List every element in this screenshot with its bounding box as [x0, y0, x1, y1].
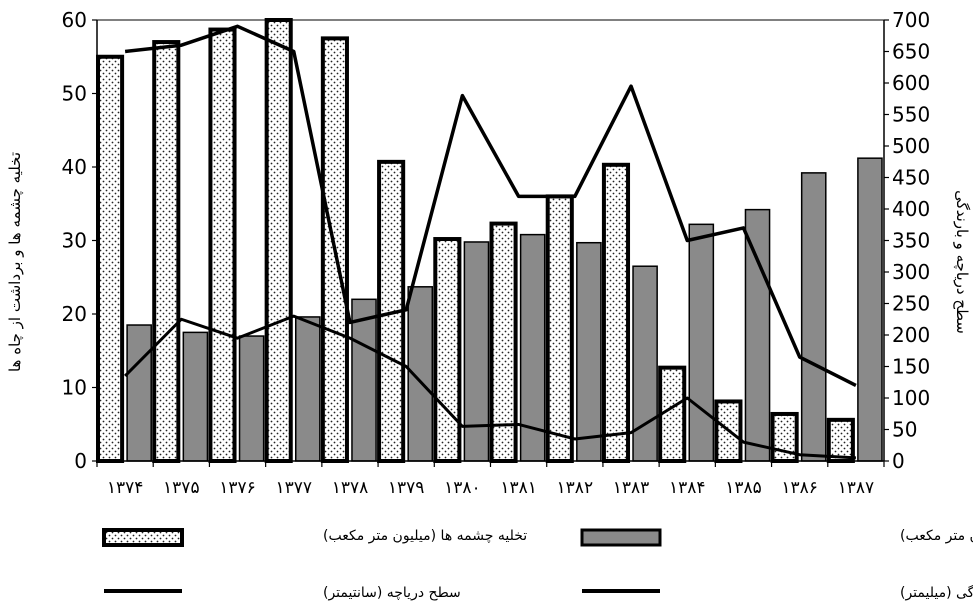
well-extraction-bar [238, 335, 265, 462]
y-tick-label-right: 350 [892, 229, 930, 253]
y-tick-label-right: 200 [892, 323, 930, 347]
spring-discharge-bar [152, 40, 181, 464]
spring-discharge-bar [658, 365, 687, 463]
legend-swatch-springs [102, 528, 184, 547]
well-extraction-bar [744, 208, 771, 462]
x-tick-label: ۱۳۷۸ [332, 478, 369, 498]
well-extraction-bar [463, 241, 490, 462]
y-tick-label-right: 50 [892, 418, 917, 442]
y-tick-label-right: 0 [892, 449, 905, 473]
y-axis-title-left: تخلیه چشمه ها و برداشت از چاه ها [6, 152, 24, 372]
y-axis-title-right: سطح دریاچه و بارندگی [953, 190, 971, 334]
x-tick-label: ۱۳۷۴ [107, 478, 144, 498]
y-tick-label-left: 50 [62, 82, 87, 106]
spring-discharge-bar [264, 18, 293, 463]
spring-discharge-bar [489, 221, 518, 463]
y-tick-label-left: 0 [74, 449, 87, 473]
well-extraction-bar [800, 172, 827, 462]
y-tick-label-right: 500 [892, 134, 930, 158]
y-tick-label-left: 30 [62, 229, 87, 253]
y-tick-label-left: 10 [62, 376, 87, 400]
well-extraction-bar [857, 157, 883, 462]
x-tick-label: ۱۳۸۳ [613, 478, 650, 498]
x-tick-label: ۱۳۷۵ [163, 478, 200, 498]
x-tick-label: ۱۳۷۷ [275, 478, 312, 498]
spring-discharge-bar [96, 54, 125, 463]
y-tick-label-right: 650 [892, 40, 930, 64]
y-tick-label-right: 100 [892, 386, 930, 410]
y-tick-label-right: 700 [892, 8, 930, 32]
y-tick-label-right: 250 [892, 292, 930, 316]
y-tick-label-right: 450 [892, 166, 930, 190]
y-tick-label-left: 20 [62, 302, 87, 326]
spring-discharge-bar [826, 417, 855, 463]
well-extraction-bar [632, 265, 658, 462]
y-tick-label-right: 150 [892, 355, 930, 379]
spring-discharge-bar [208, 27, 237, 464]
rainfall-line [124, 314, 856, 460]
spring-discharge-bar [545, 194, 574, 463]
x-tick-label: ۱۳۷۹ [388, 478, 425, 498]
x-tick-label: ۱۳۸۷ [838, 478, 875, 498]
legend-label: سطح دریاچه (سانتیمتر) [323, 585, 461, 601]
x-tick-label: ۱۳۸۵ [725, 478, 762, 498]
spring-discharge-bar [601, 162, 631, 463]
y-tick-label-right: 550 [892, 103, 930, 127]
legend-swatch-wells [580, 528, 662, 547]
x-tick-label: ۱۳۷۶ [219, 478, 256, 498]
y-tick-label-right: 300 [892, 260, 930, 284]
y-tick-label-left: 60 [62, 8, 87, 32]
y-tick-label-left: 40 [62, 155, 87, 179]
well-extraction-bar [126, 324, 152, 462]
well-extraction-bar [295, 316, 321, 462]
x-tick-label: ۱۳۸۲ [557, 478, 594, 498]
y-tick-label-right: 600 [892, 71, 930, 95]
spring-discharge-bar [433, 237, 462, 463]
x-tick-label: ۱۳۸۶ [781, 478, 818, 498]
legend-label: بارندگی (میلیمتر) [900, 584, 973, 601]
x-tick-label: ۱۳۸۱ [500, 478, 537, 498]
legend-label: تخلیه چشمه ها (میلیون متر مکعب) [323, 528, 527, 544]
well-extraction-bar [576, 241, 602, 462]
well-extraction-bar [182, 331, 209, 462]
legend-label: برداشت از چاه ها (میلیون متر مکعب) [900, 528, 973, 544]
y-tick-label-right: 400 [892, 197, 930, 221]
well-extraction-bar [351, 298, 377, 462]
lake-level-line [124, 24, 857, 387]
x-tick-label: ۱۳۸۴ [669, 478, 706, 498]
well-extraction-bar [688, 223, 715, 462]
x-tick-label: ۱۳۸۰ [444, 478, 481, 498]
